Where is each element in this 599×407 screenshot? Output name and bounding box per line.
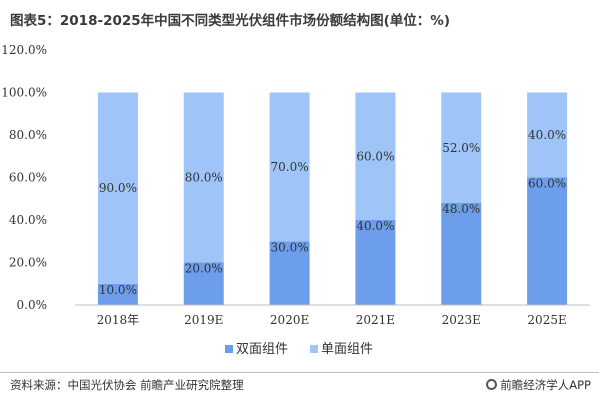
brand-text: 前瞻经济学人APP: [500, 378, 591, 392]
data-label: 20.0%: [185, 262, 223, 276]
y-tick-label: 40.0%: [9, 213, 47, 227]
y-tick-label: 60.0%: [9, 171, 47, 185]
x-tick-label: 2021E: [356, 313, 395, 327]
x-tick-label: 2019E: [184, 313, 223, 327]
legend-swatch-monofacial: [310, 345, 318, 353]
chart-title: 图表5：2018-2025年中国不同类型光伏组件市场份额结构图(单位：%): [10, 13, 451, 29]
y-tick-label: 20.0%: [9, 256, 47, 270]
stacked-bar-chart: 0.0% 20.0% 40.0% 60.0% 80.0% 100.0% 120.0% 10.…: [1, 43, 590, 357]
data-label: 90.0%: [99, 181, 137, 195]
y-tick-label: 0.0%: [17, 298, 48, 312]
data-label: 30.0%: [271, 240, 309, 254]
data-label: 70.0%: [271, 160, 309, 174]
bar-monofacial: [355, 92, 396, 220]
data-label: 48.0%: [442, 202, 480, 216]
legend-swatch-bifacial: [225, 345, 233, 353]
legend: 双面组件 单面组件: [225, 342, 373, 357]
x-tick-label: 2023E: [442, 313, 481, 327]
bar-bifacial: [527, 177, 568, 305]
brand-credit: 前瞻经济学人APP: [486, 377, 591, 393]
bar-bifacial: [97, 283, 138, 305]
bar-monofacial: [97, 92, 138, 284]
data-label: 52.0%: [442, 141, 480, 155]
bar-monofacial: [269, 92, 310, 242]
data-label: 60.0%: [356, 149, 394, 163]
bar-bifacial: [183, 262, 224, 305]
data-label: 80.0%: [185, 171, 223, 185]
footer-divider: [0, 372, 599, 373]
source-note: 资料来源：中国光伏协会 前瞻产业研究院整理: [10, 378, 244, 392]
x-axis: 2018年 2019E 2020E 2021E 2023E 2025E: [75, 304, 590, 327]
data-label: 10.0%: [99, 283, 137, 297]
x-tick-label: 2025E: [527, 313, 566, 327]
y-tick-label: 80.0%: [9, 128, 47, 142]
brand-logo-icon: [486, 379, 498, 390]
legend-label: 双面组件: [236, 342, 288, 357]
y-axis: 0.0% 20.0% 40.0% 60.0% 80.0% 100.0% 120.0%: [1, 43, 47, 312]
y-tick-label: 100.0%: [1, 86, 47, 100]
legend-label: 单面组件: [321, 342, 373, 357]
x-tick-label: 2020E: [270, 313, 309, 327]
bar-bifacial: [441, 203, 482, 305]
bar-monofacial: [183, 92, 224, 263]
data-label: 60.0%: [528, 177, 566, 191]
bar-monofacial: [527, 92, 568, 178]
bar-bifacial: [355, 220, 396, 305]
data-label: 40.0%: [528, 128, 566, 142]
data-label: 40.0%: [356, 219, 394, 233]
bar-series: 10.0% 90.0% 20.0% 80.0% 30.0% 70.0% 40.0% 60.0%…: [97, 92, 568, 305]
bar-monofacial: [441, 92, 482, 203]
bar-bifacial: [269, 241, 310, 305]
x-tick-label: 2018年: [97, 313, 140, 327]
y-tick-label: 120.0%: [1, 43, 47, 57]
